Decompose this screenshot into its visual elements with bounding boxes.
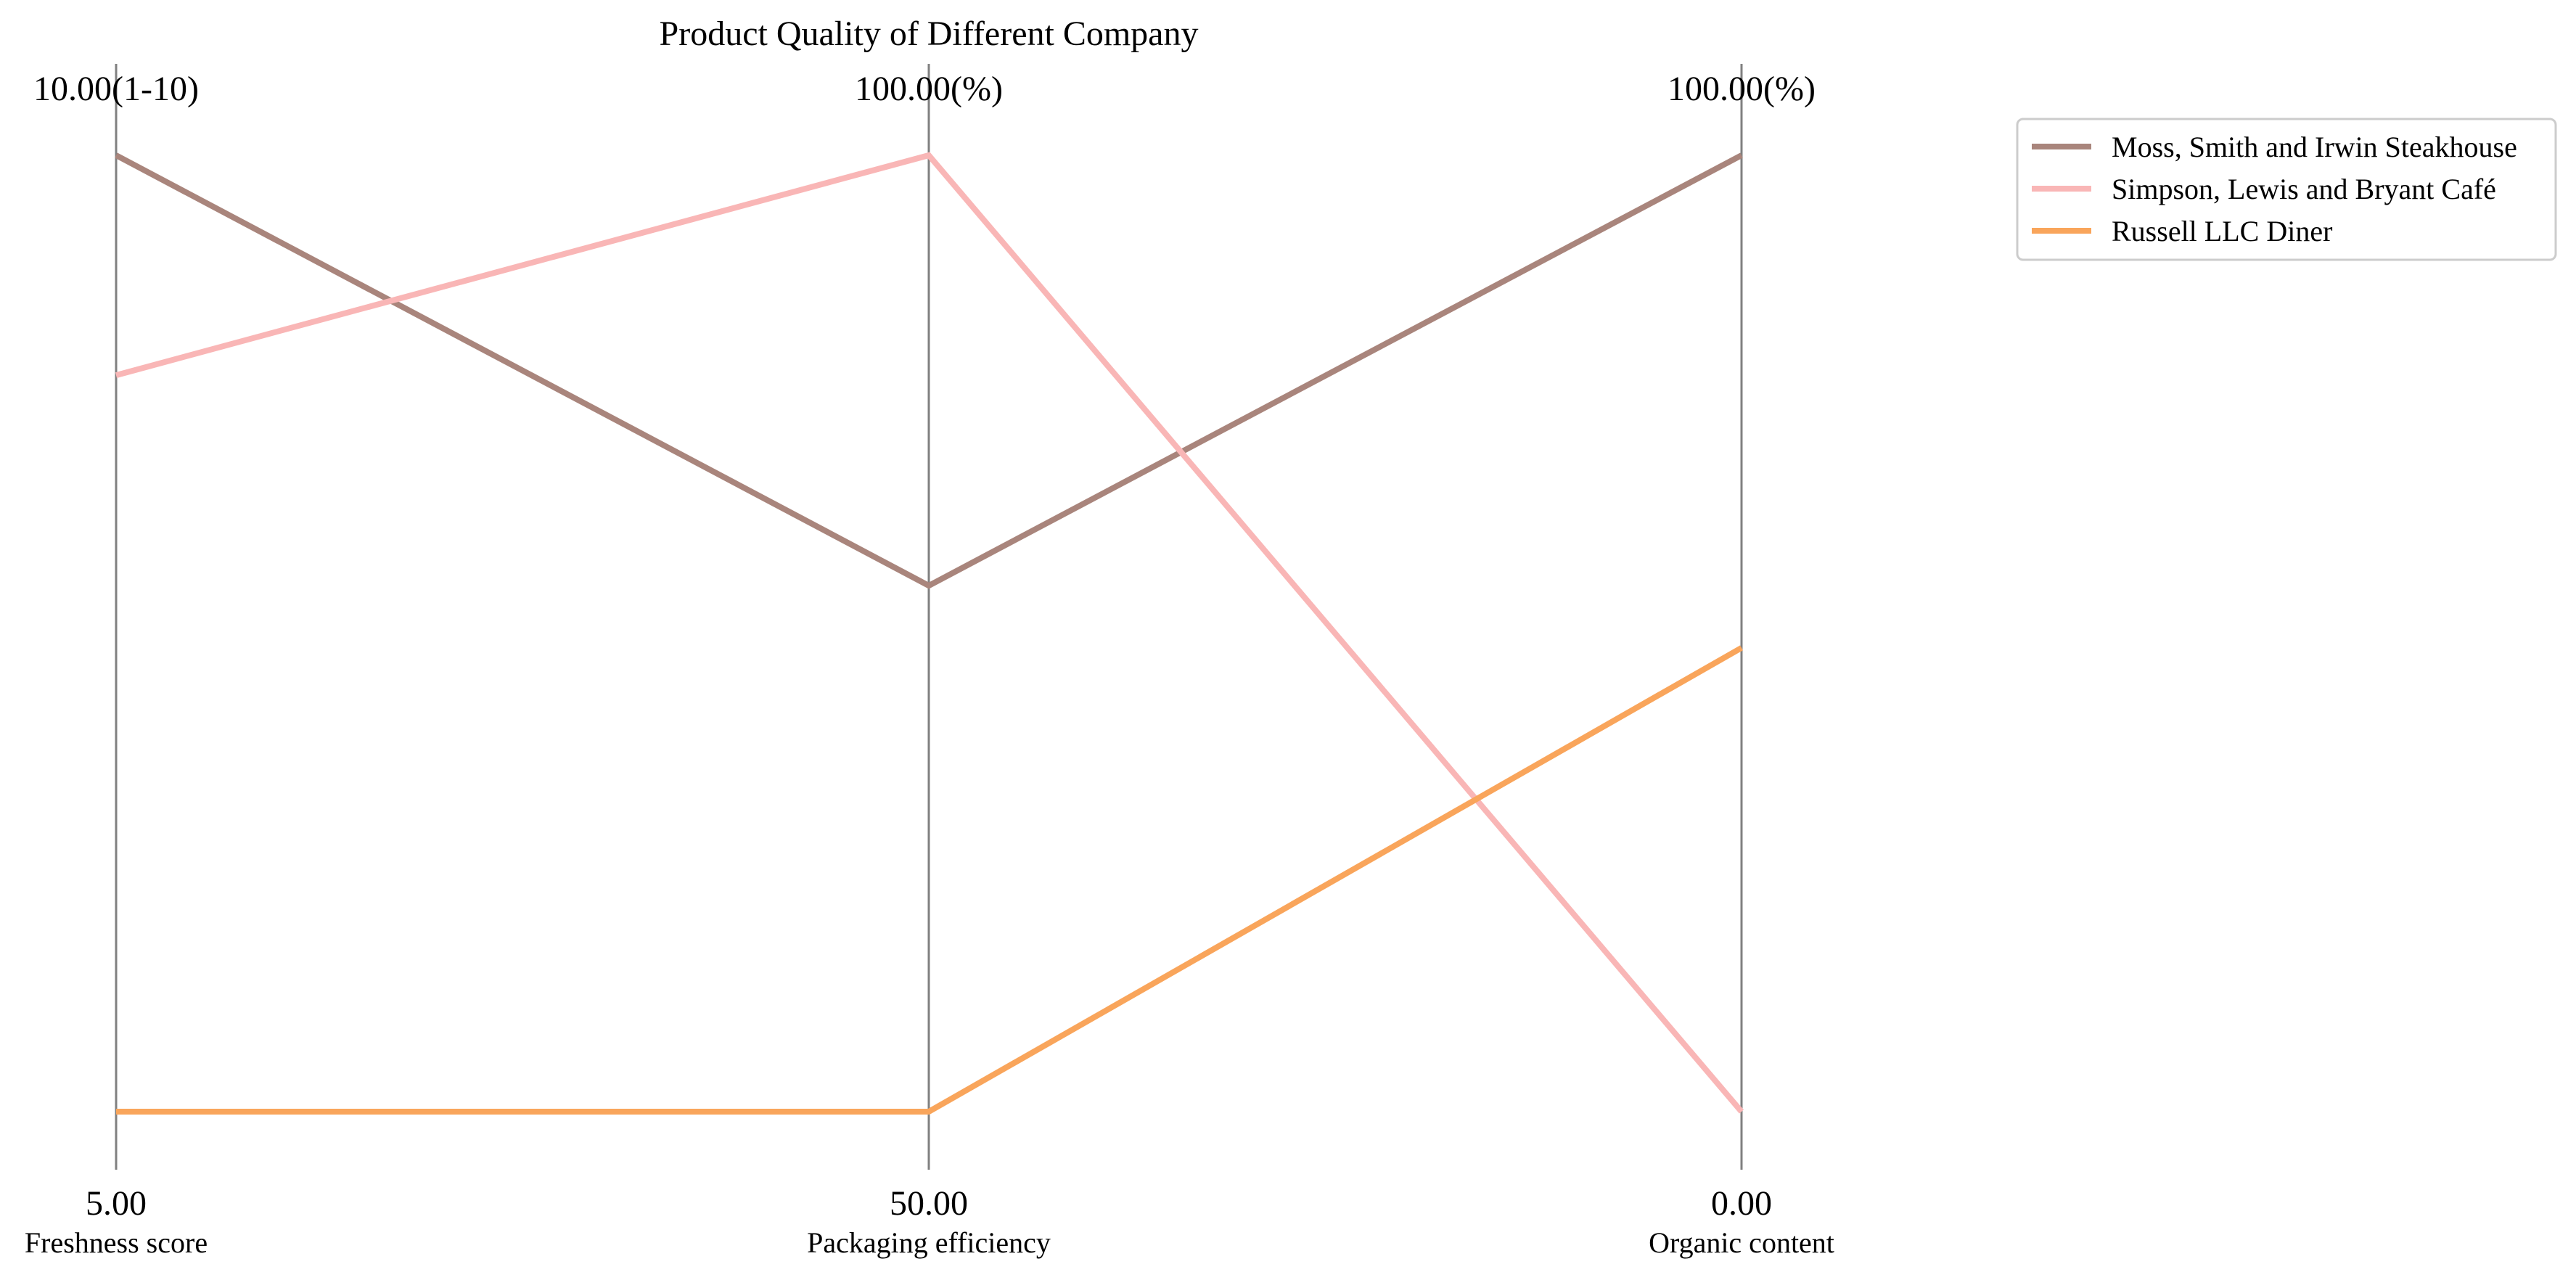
axis-min-label-freshness-score: 5.00 <box>86 1184 147 1223</box>
axis-name-packaging-efficiency: Packaging efficiency <box>807 1226 1051 1259</box>
axis-name-freshness-score: Freshness score <box>25 1226 208 1259</box>
legend-label-1: Moss, Smith and Irwin Steakhouse <box>2112 131 2517 163</box>
chart-title: Product Quality of Different Company <box>660 15 1199 53</box>
axis-max-label-packaging-efficiency: 100.00(%) <box>855 70 1003 108</box>
legend-label-2: Simpson, Lewis and Bryant Café <box>2112 173 2496 205</box>
series-line-1 <box>115 152 1743 589</box>
series-layer <box>115 152 1744 1115</box>
series-line-3 <box>116 645 1743 1115</box>
axis-min-label-organic-content: 0.00 <box>1711 1184 1772 1223</box>
axis-name-organic-content: Organic content <box>1649 1226 1834 1259</box>
axis-min-label-packaging-efficiency: 50.00 <box>890 1184 968 1223</box>
legend: Moss, Smith and Irwin Steakhouse Simpson,… <box>2016 118 2557 261</box>
axis-max-label-organic-content: 100.00(%) <box>1668 70 1816 108</box>
legend-label-3: Russell LLC Diner <box>2112 215 2332 247</box>
axis-max-label-freshness-score: 10.00(1-10) <box>33 70 199 108</box>
legend-box <box>2016 118 2557 261</box>
series-line-2 <box>115 152 1744 1114</box>
